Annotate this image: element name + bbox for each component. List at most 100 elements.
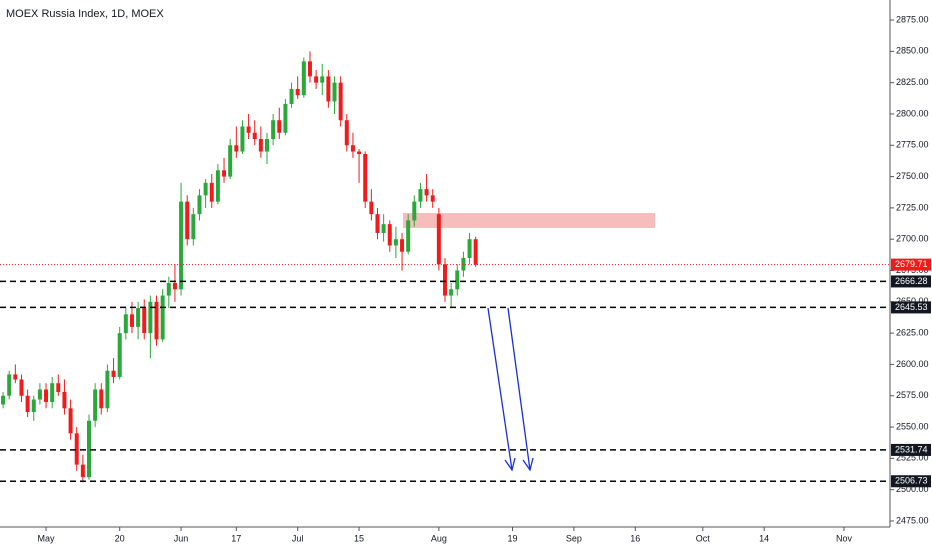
y-tick-label: 2850.00 <box>896 46 929 56</box>
candle-body <box>393 239 398 246</box>
y-tick-label: 2600.00 <box>896 359 929 369</box>
candle-body <box>332 82 337 102</box>
candles <box>0 51 890 483</box>
candle-body <box>301 61 306 96</box>
y-tick-label: 2650.00 <box>896 296 929 306</box>
candle-body <box>87 420 91 478</box>
candle-body <box>56 383 61 392</box>
candle-body <box>400 239 405 252</box>
candle-body <box>283 103 288 133</box>
candle-body <box>142 308 147 334</box>
y-tick-label: 2825.00 <box>896 77 929 87</box>
candle-body <box>19 379 24 396</box>
candle-body <box>326 76 331 102</box>
candle-body <box>418 189 423 202</box>
last-price-box <box>891 258 931 271</box>
candle-body <box>277 120 282 133</box>
x-tick-label: 14 <box>759 533 769 543</box>
candle-body <box>307 61 312 77</box>
y-tick-label: 2475.00 <box>896 515 929 525</box>
candle-body <box>179 201 184 290</box>
y-tick-label: 2500.00 <box>896 484 929 494</box>
candle-body <box>357 151 362 155</box>
x-tick-label: 20 <box>115 533 125 543</box>
y-tick-label: 2525.00 <box>896 453 929 463</box>
level-label: 2506.73 <box>895 476 928 486</box>
y-tick-label: 2775.00 <box>896 140 929 150</box>
candle-body <box>68 408 73 434</box>
candle-body <box>148 301 153 334</box>
resistance-zone <box>403 213 655 228</box>
candle-body <box>117 333 122 377</box>
x-tick-label: 19 <box>508 533 518 543</box>
candle-body <box>369 201 374 215</box>
candle-body <box>473 239 478 265</box>
last-price-label: 2679.71 <box>895 259 928 269</box>
x-tick-label: 17 <box>231 533 241 543</box>
candle-body <box>314 76 319 83</box>
candle-body <box>191 214 196 240</box>
candle-body <box>350 145 355 152</box>
level-label-box <box>891 443 931 456</box>
candle-body <box>129 314 134 327</box>
candle-body <box>381 224 386 233</box>
candle-body <box>160 295 165 340</box>
y-tick-label: 2750.00 <box>896 171 929 181</box>
candle-body <box>228 145 233 177</box>
candle-body <box>406 220 411 252</box>
y-tick-label: 2625.00 <box>896 328 929 338</box>
candle-body <box>44 389 49 403</box>
arrows <box>487 307 534 472</box>
x-tick-label: Sep <box>566 533 582 543</box>
candle-body <box>136 308 141 327</box>
candle-body <box>13 374 18 380</box>
candle-body <box>203 182 208 196</box>
candle-body <box>467 239 472 258</box>
candle-body <box>436 214 441 265</box>
x-tick-label: May <box>38 533 56 543</box>
candle-body <box>74 433 79 465</box>
candle-body <box>31 399 36 413</box>
candle-body <box>271 120 276 140</box>
candle-body <box>344 120 349 146</box>
y-tick-label: 2550.00 <box>896 421 929 431</box>
candle-body <box>197 195 202 215</box>
candle-body <box>234 145 239 152</box>
candle-body <box>252 132 257 140</box>
candle-body <box>1 395 6 405</box>
candle-body <box>363 154 368 202</box>
candle-body <box>289 88 294 104</box>
candle-body <box>338 82 343 121</box>
candle-body <box>123 314 128 334</box>
level-label-box <box>891 275 931 288</box>
arrow-head <box>504 457 516 472</box>
level-label-box <box>891 475 931 488</box>
candle-body <box>320 76 325 83</box>
candle-body <box>215 170 220 202</box>
candle-body <box>412 201 417 221</box>
candle-body <box>387 224 392 246</box>
y-tick-label: 2725.00 <box>896 202 929 212</box>
level-label: 2531.74 <box>895 444 928 454</box>
level-label: 2666.28 <box>895 276 928 286</box>
x-tick-label: Jun <box>174 533 189 543</box>
candle-body <box>265 139 269 152</box>
candle-body <box>111 370 116 377</box>
x-tick-label: Jul <box>292 533 304 543</box>
candle-body <box>449 289 454 296</box>
candle-body <box>246 126 251 133</box>
level-label-box <box>891 301 931 314</box>
candle-body <box>222 170 227 177</box>
level-label: 2645.53 <box>895 302 928 312</box>
candle-body <box>37 389 42 400</box>
axes: 2475.00 2500.00 2525.00 2550.00 2575.00 2600.… <box>38 14 931 543</box>
candle-body <box>209 182 214 202</box>
chart-title: MOEX Russia Index, 1D, MOEX <box>6 8 164 20</box>
candle-body <box>99 389 104 409</box>
x-tick-label: 16 <box>630 533 640 543</box>
y-tick-label: 2575.00 <box>896 390 929 400</box>
arrow-head <box>522 457 534 472</box>
candle-body <box>461 257 466 271</box>
